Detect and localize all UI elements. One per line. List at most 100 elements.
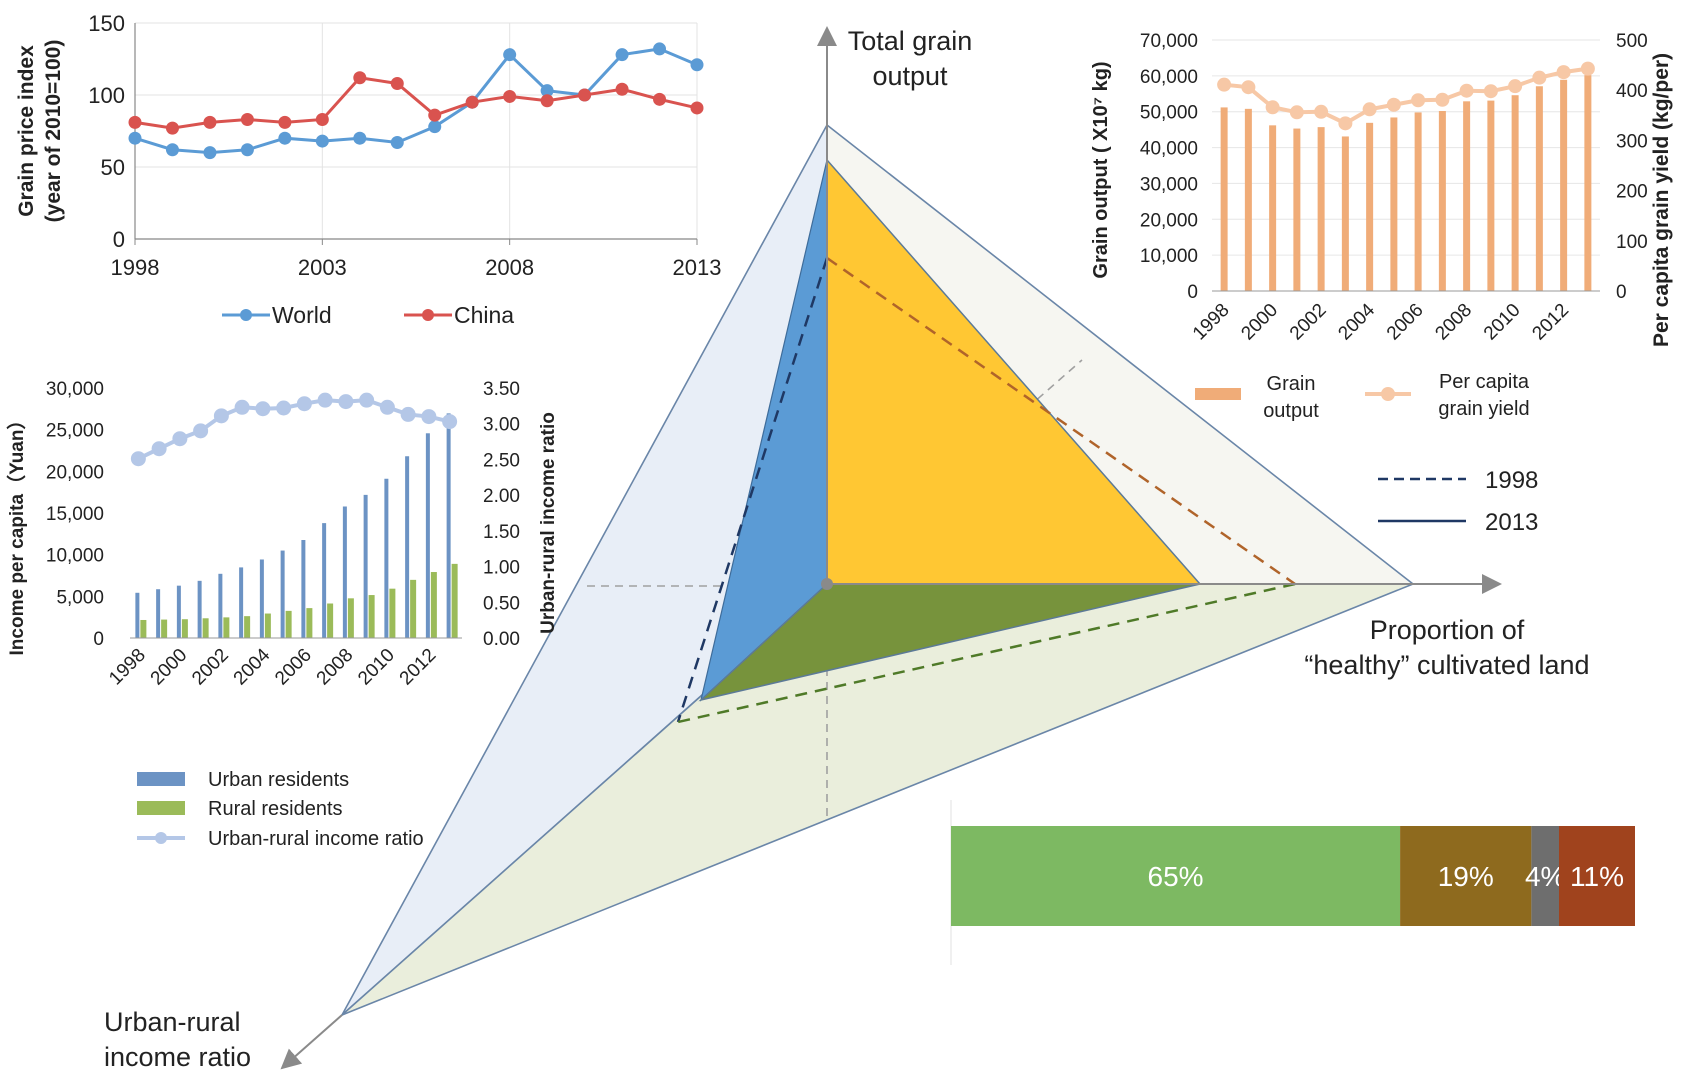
urban-income-bar (446, 413, 451, 638)
data-point (503, 89, 517, 103)
data-point (240, 112, 254, 126)
y-tick-label: 30,000 (1140, 174, 1198, 195)
x-tick-label: 2002 (188, 645, 233, 690)
grain-output-bar (1463, 101, 1471, 292)
y-tick-label: 30,000 (46, 379, 104, 400)
axis-label-income-2: income ratio (104, 1042, 251, 1072)
urban-income-bar (280, 550, 285, 638)
data-point (615, 48, 629, 62)
data-point (653, 92, 667, 106)
rural-income-bar (264, 613, 271, 638)
income-ratio-point (317, 392, 333, 408)
grain-output-bar (1560, 79, 1568, 292)
y2-axis-label: Urban-rural income ratio (538, 412, 559, 634)
grain-output-bar (1317, 127, 1325, 291)
x-tick-label: 2008 (485, 255, 534, 280)
x-tick-label: 2003 (298, 255, 347, 280)
urban-income-bar (363, 494, 368, 638)
x-tick-label: 2000 (1237, 300, 1282, 345)
data-point (128, 131, 142, 145)
y-tick-label: 25,000 (46, 421, 104, 442)
segment-label: 4% (1525, 861, 1565, 892)
y-tick-label: 20,000 (46, 462, 104, 483)
segment-label: 19% (1438, 861, 1494, 892)
rural-income-bar (327, 603, 334, 638)
stacked-segment (1559, 826, 1635, 926)
y-axis-label: Income per capita（Yuan） (5, 411, 28, 656)
per-capita-point (1532, 70, 1547, 85)
y-axis-label: Grain output ( X10⁷ kg) (1090, 61, 1112, 278)
data-point (690, 101, 704, 115)
axis-label-grain-1: Total grain (848, 26, 973, 56)
y2-tick-label: 0.50 (483, 593, 520, 614)
per-capita-point (1217, 77, 1232, 92)
urban-income-bar (405, 456, 410, 638)
income-ratio-point (213, 408, 229, 424)
data-point (428, 108, 442, 122)
axis-label-grain-2: output (872, 61, 948, 91)
axis-label-income-1: Urban-rural (104, 1007, 241, 1037)
income-ratio-point (276, 400, 292, 416)
data-point (165, 143, 179, 157)
legend-marker (155, 832, 167, 844)
data-point (353, 71, 367, 85)
per-capita-point (1459, 83, 1474, 98)
per-capita-point (1411, 93, 1426, 108)
per-capita-point (1362, 102, 1377, 117)
per-capita-point (1435, 92, 1450, 107)
rural-income-bar (244, 616, 251, 638)
data-point (278, 131, 292, 145)
legend-label: Urban residents (208, 769, 349, 791)
x-tick-label: 2012 (1528, 300, 1573, 345)
axis-label-land-2: “healthy” cultivated land (1304, 650, 1589, 680)
rural-income-bar (202, 618, 209, 638)
y2-tick-label: 100 (1616, 232, 1648, 253)
rural-income-bar (140, 619, 147, 638)
income-ratio-point (151, 441, 167, 457)
data-point (465, 95, 479, 109)
y-tick-label: 15,000 (46, 504, 104, 525)
rural-income-bar (389, 588, 396, 638)
rural-income-bar (410, 579, 417, 638)
x-tick-label: 2012 (396, 645, 441, 690)
legend-label: Per capita (1439, 371, 1530, 393)
legend-label: China (454, 302, 514, 328)
rural-income-bar (223, 617, 230, 638)
y2-tick-label: 0 (1616, 282, 1627, 303)
income-ratio-point (359, 392, 375, 408)
urban-income-bar (197, 580, 202, 638)
rural-income-bar (285, 610, 292, 638)
grain-output-bar (1438, 110, 1446, 291)
segment-label: 65% (1148, 861, 1204, 892)
x-tick-label: 2010 (354, 645, 399, 690)
urban-income-bar (342, 506, 347, 638)
y-tick-label: 20,000 (1140, 210, 1198, 231)
y-tick-label: 150 (88, 11, 125, 36)
legend-1998-label: 1998 (1485, 467, 1538, 494)
y2-tick-label: 300 (1616, 131, 1648, 152)
y-tick-label: 50,000 (1140, 103, 1198, 124)
land-proportion-stacked-bar: 65% 19% 4% 11% (950, 800, 1635, 965)
y-tick-label: 5,000 (56, 587, 104, 608)
y2-tick-label: 3.50 (483, 379, 520, 400)
legend-label: World (272, 302, 332, 328)
x-tick-label: 1998 (1189, 300, 1234, 345)
per-capita-line (1223, 66, 1589, 126)
data-point (315, 134, 329, 148)
urban-income-bar (384, 478, 389, 638)
urban-income-bar (176, 585, 181, 638)
per-capita-point (1314, 104, 1329, 119)
x-tick-label: 2010 (1480, 300, 1525, 345)
legend-label: output (1263, 400, 1319, 422)
dash-1998-grain-land (826, 256, 1296, 586)
grain-output-bar (1584, 75, 1592, 291)
rural-income-bar (368, 595, 375, 638)
x-tick-label: 2006 (1383, 300, 1428, 345)
tetrahedron-diagram: Total grain output Proportion of “health… (104, 26, 1590, 1072)
per-capita-point (1265, 100, 1280, 115)
x-tick-label: 2013 (673, 255, 722, 280)
x-tick-label: 2008 (313, 645, 358, 690)
y-axis-label: Grain price index (15, 45, 38, 217)
